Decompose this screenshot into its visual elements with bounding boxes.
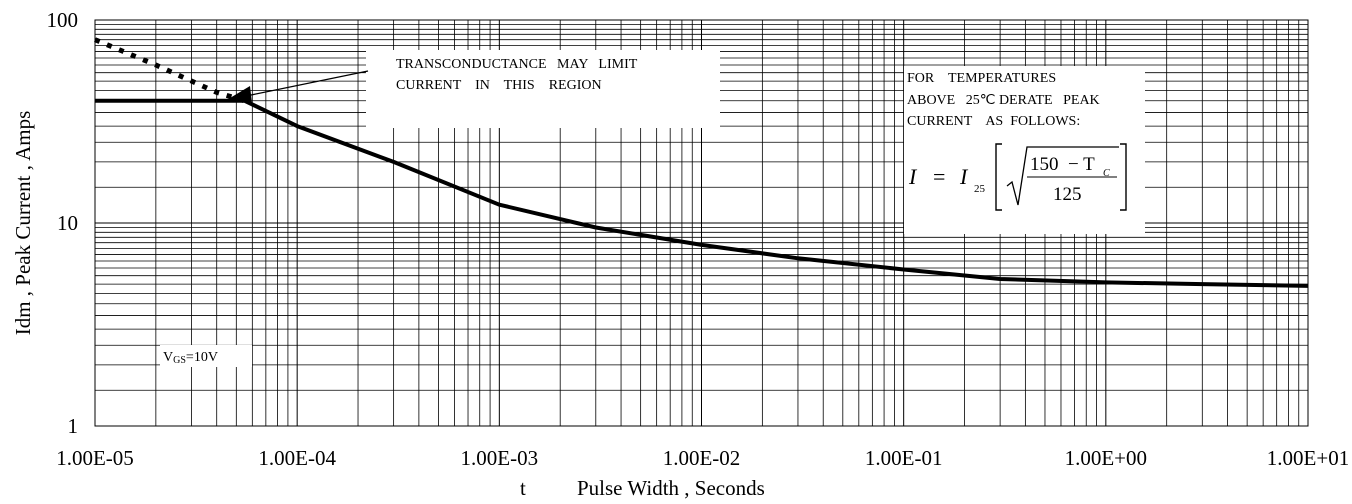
annotation-arrow-line bbox=[245, 70, 369, 97]
y-tick-labels: 1 10 100 bbox=[47, 8, 79, 438]
formula-sqrt-sign bbox=[1006, 146, 1119, 206]
derating-box bbox=[904, 66, 1145, 234]
derating-line-2: ABOVE 25℃ DERATE PEAK bbox=[907, 93, 1100, 108]
annotation-arrow-head bbox=[225, 86, 252, 103]
formula-subscript: 25 bbox=[974, 183, 986, 195]
formula-i: I bbox=[959, 164, 969, 189]
transconductance-box bbox=[366, 50, 720, 128]
series-layer bbox=[94, 37, 1309, 288]
x-tick-label: 1.00E+00 bbox=[1065, 446, 1147, 470]
formula-left-bracket bbox=[995, 143, 1002, 211]
x-tick-label: 1.00E-05 bbox=[56, 446, 134, 470]
x-tick-labels: 1.00E-05 1.00E-04 1.00E-03 1.00E-02 1.00E-01… bbox=[56, 446, 1349, 470]
formula-denominator: 125 bbox=[1053, 184, 1082, 205]
y-axis-label: Idm , Peak Current , Amps bbox=[11, 111, 35, 336]
vgs-label-text: VGS=10V bbox=[163, 350, 218, 366]
x-axis-prefix: t bbox=[520, 476, 526, 500]
derating-line-3: CURRENT AS FOLLOWS: bbox=[907, 114, 1080, 129]
peak-current-line bbox=[95, 98, 1309, 288]
x-tick-label: 1.00E+01 bbox=[1267, 446, 1349, 470]
y-tick-label: 1 bbox=[68, 414, 79, 438]
x-tick-label: 1.00E-02 bbox=[663, 446, 741, 470]
formula-equals: = bbox=[933, 164, 945, 189]
formula-lhs: I bbox=[908, 164, 918, 189]
vgs-main: V bbox=[163, 350, 173, 365]
vgs-label: VGS=10V bbox=[160, 345, 252, 367]
formula-right-bracket bbox=[1120, 143, 1127, 211]
y-tick-label: 100 bbox=[47, 8, 79, 32]
derating-annotation: FOR TEMPERATURES ABOVE 25℃ DERATE PEAK C… bbox=[904, 66, 1145, 234]
derating-line-1: FOR TEMPERATURES bbox=[907, 71, 1056, 86]
transconductance-annotation: TRANSCONDUCTANCE MAY LIMIT CURRENT IN TH… bbox=[225, 50, 720, 128]
vgs-value: =10V bbox=[186, 350, 218, 365]
vgs-subscript: GS bbox=[173, 355, 186, 366]
x-tick-label: 1.00E-01 bbox=[865, 446, 943, 470]
x-axis-label: Pulse Width , Seconds bbox=[577, 476, 765, 500]
dotted-limit-line bbox=[94, 37, 246, 104]
vgs-label-box bbox=[160, 345, 252, 367]
derating-formula: I = I 25 150 − T C 125 bbox=[908, 143, 1127, 211]
plot-border bbox=[94, 19, 1309, 427]
formula-numerator: 150 − T bbox=[1030, 154, 1095, 175]
x-tick-label: 1.00E-03 bbox=[461, 446, 539, 470]
x-tick-label: 1.00E-04 bbox=[258, 446, 336, 470]
formula-numerator-subscript: C bbox=[1103, 168, 1110, 179]
transconductance-line-2: CURRENT IN THIS REGION bbox=[396, 78, 602, 93]
transconductance-line-1: TRANSCONDUCTANCE MAY LIMIT bbox=[396, 57, 638, 72]
y-tick-label: 10 bbox=[57, 211, 78, 235]
